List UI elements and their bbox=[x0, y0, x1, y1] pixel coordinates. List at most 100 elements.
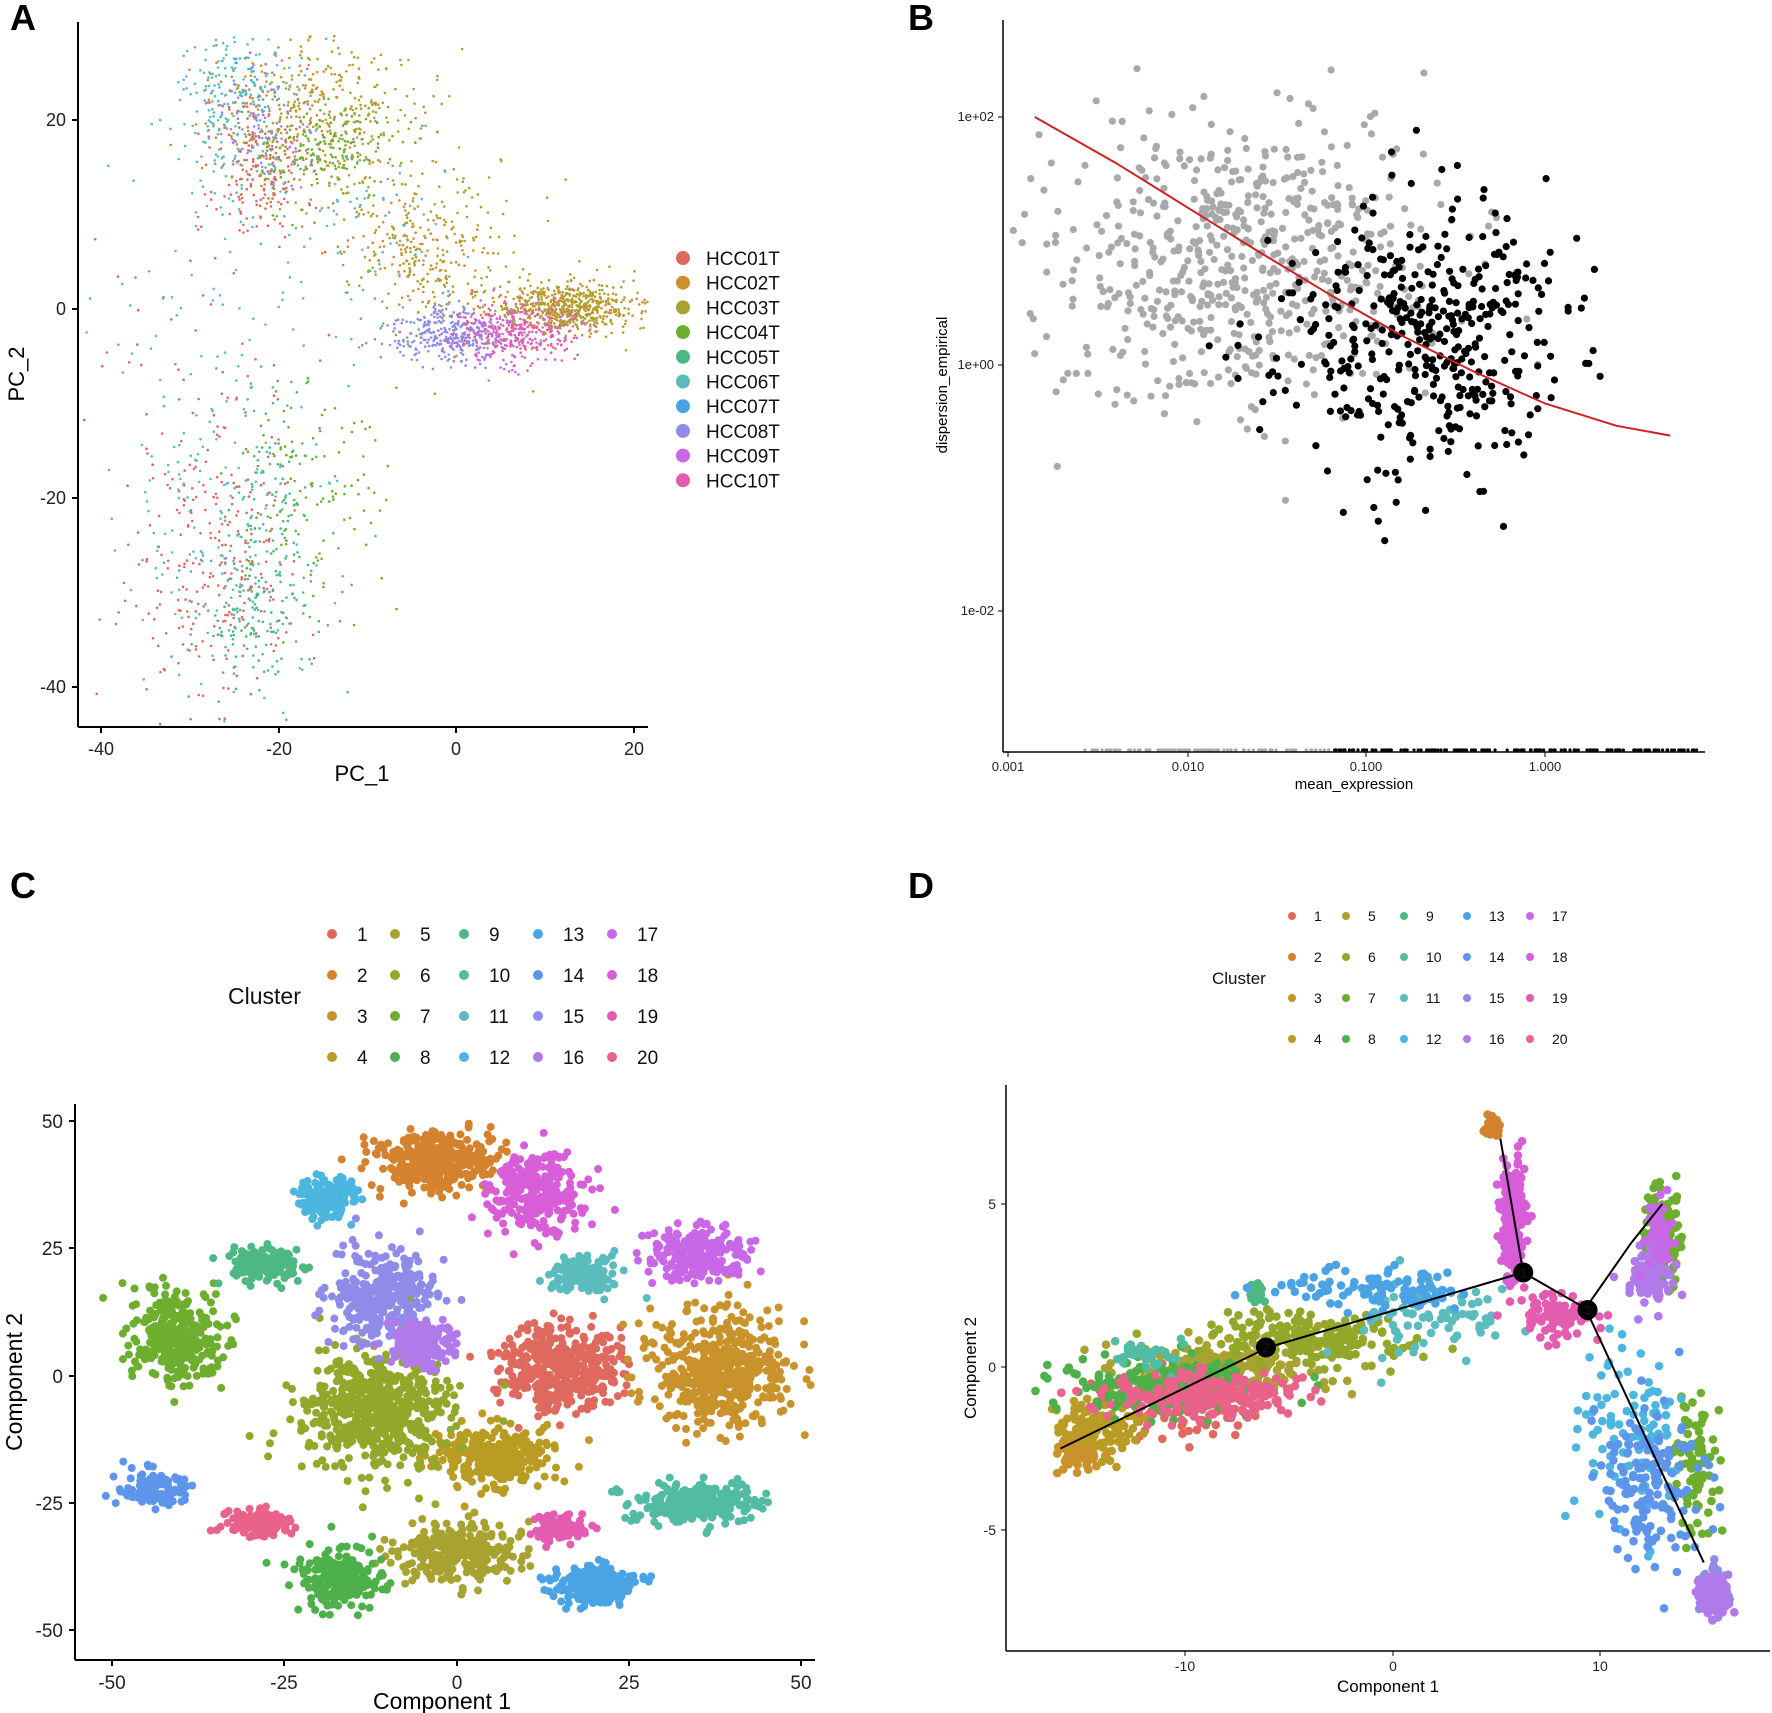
panel-a-point bbox=[316, 559, 320, 562]
panel-a-point bbox=[219, 103, 222, 107]
panel-a-point bbox=[181, 643, 185, 646]
panel-a-point bbox=[301, 123, 305, 126]
panel-a-point bbox=[231, 159, 235, 163]
panel-a-point bbox=[414, 116, 417, 120]
panel-a-point bbox=[290, 115, 293, 119]
panel-a-point bbox=[405, 94, 409, 98]
panel-a-point bbox=[248, 88, 251, 91]
panel-a-point bbox=[226, 102, 230, 106]
panel-a-point bbox=[405, 246, 409, 249]
panel-a-point bbox=[504, 302, 508, 305]
panel-a-point bbox=[329, 66, 333, 70]
panel-a-point bbox=[287, 136, 291, 140]
panel-a-point bbox=[452, 359, 456, 363]
panel-a-point bbox=[281, 298, 284, 302]
panel-b-point bbox=[1141, 294, 1149, 302]
panel-a-point bbox=[269, 552, 273, 555]
panel-a-point bbox=[484, 324, 487, 327]
panel-a-point bbox=[232, 613, 236, 617]
panel-a-point bbox=[263, 105, 267, 109]
panel-a-point bbox=[546, 328, 549, 332]
panel-a-point bbox=[377, 259, 380, 262]
panel-a-point bbox=[456, 211, 459, 215]
panel-a-point bbox=[212, 115, 215, 118]
panel-a-point bbox=[558, 323, 561, 327]
panel-a-legend-key bbox=[676, 448, 690, 463]
panel-a-point bbox=[511, 368, 514, 372]
panel-a-point bbox=[396, 119, 400, 122]
panel-a-point bbox=[229, 577, 233, 581]
panel-b-point bbox=[1302, 380, 1310, 388]
panel-a-point bbox=[304, 149, 308, 152]
panel-a-point bbox=[344, 107, 347, 110]
panel-a-point bbox=[338, 619, 342, 623]
panel-a-point bbox=[262, 586, 266, 590]
panel-a-point bbox=[247, 144, 250, 147]
panel-a-point bbox=[516, 307, 520, 310]
panel-a-point bbox=[489, 226, 493, 230]
panel-a-point bbox=[254, 134, 258, 138]
panel-a-point bbox=[416, 317, 420, 321]
panel-a-point bbox=[382, 134, 386, 137]
panel-a-point bbox=[271, 539, 275, 542]
panel-a-point bbox=[256, 95, 260, 99]
panel-a-point bbox=[465, 205, 468, 208]
panel-a-legend-label: HCC03T bbox=[706, 298, 780, 319]
panel-b-point bbox=[1312, 442, 1320, 450]
panel-a-point bbox=[266, 177, 270, 181]
panel-a-point bbox=[336, 176, 339, 179]
panel-a-point bbox=[263, 71, 267, 75]
panel-a-point bbox=[306, 125, 309, 129]
panel-a-point bbox=[204, 58, 207, 62]
panel-a-point bbox=[285, 453, 288, 457]
panel-a-point bbox=[551, 293, 554, 297]
panel-a-point bbox=[439, 339, 442, 343]
panel-b-point bbox=[1281, 496, 1289, 504]
panel-a-point bbox=[273, 136, 277, 139]
panel-b-point bbox=[1018, 239, 1026, 247]
panel-b-point bbox=[1370, 302, 1378, 310]
panel-a-point bbox=[335, 80, 338, 84]
panel-a-point bbox=[457, 299, 461, 303]
panel-a-point bbox=[204, 122, 208, 125]
panel-a-point bbox=[224, 562, 227, 566]
panel-a-point bbox=[242, 495, 246, 499]
panel-a-point bbox=[248, 114, 251, 117]
panel-b-point bbox=[1233, 283, 1241, 292]
panel-a-point bbox=[274, 495, 277, 498]
panel-a-point bbox=[332, 223, 336, 226]
panel-a-point bbox=[575, 292, 579, 296]
panel-a-point bbox=[364, 427, 367, 431]
panel-a-point bbox=[484, 354, 488, 357]
panel-a-point bbox=[241, 342, 244, 346]
panel-a-point bbox=[247, 110, 250, 114]
panel-a-point bbox=[261, 620, 265, 624]
panel-b-point bbox=[1193, 166, 1201, 174]
panel-b-point bbox=[1590, 265, 1598, 273]
panel-a-point bbox=[426, 341, 429, 344]
panel-b-point bbox=[1100, 748, 1104, 752]
panel-a-point bbox=[336, 200, 339, 203]
panel-a-point bbox=[494, 309, 497, 313]
panel-b-point bbox=[1429, 356, 1437, 364]
panel-a-point bbox=[193, 46, 197, 49]
panel-a-point bbox=[311, 125, 315, 129]
panel-a-point bbox=[210, 76, 214, 79]
panel-a-point bbox=[502, 358, 505, 362]
panel-a-point bbox=[265, 450, 269, 454]
panel-a-point bbox=[358, 131, 362, 135]
panel-a-point bbox=[271, 588, 275, 591]
panel-a-point bbox=[265, 202, 269, 205]
panel-b-point bbox=[1173, 748, 1177, 752]
panel-a-point bbox=[233, 157, 236, 160]
panel-a-point bbox=[216, 99, 220, 103]
panel-b-point bbox=[1274, 372, 1282, 380]
panel-a-point bbox=[289, 406, 293, 410]
panel-a-point bbox=[433, 203, 437, 206]
panel-a-point bbox=[347, 174, 351, 177]
panel-a-point bbox=[277, 670, 280, 673]
panel-a-point bbox=[530, 291, 533, 294]
panel-b-point bbox=[1482, 378, 1490, 386]
panel-a-point bbox=[256, 464, 260, 468]
panel-a-point bbox=[576, 353, 579, 357]
